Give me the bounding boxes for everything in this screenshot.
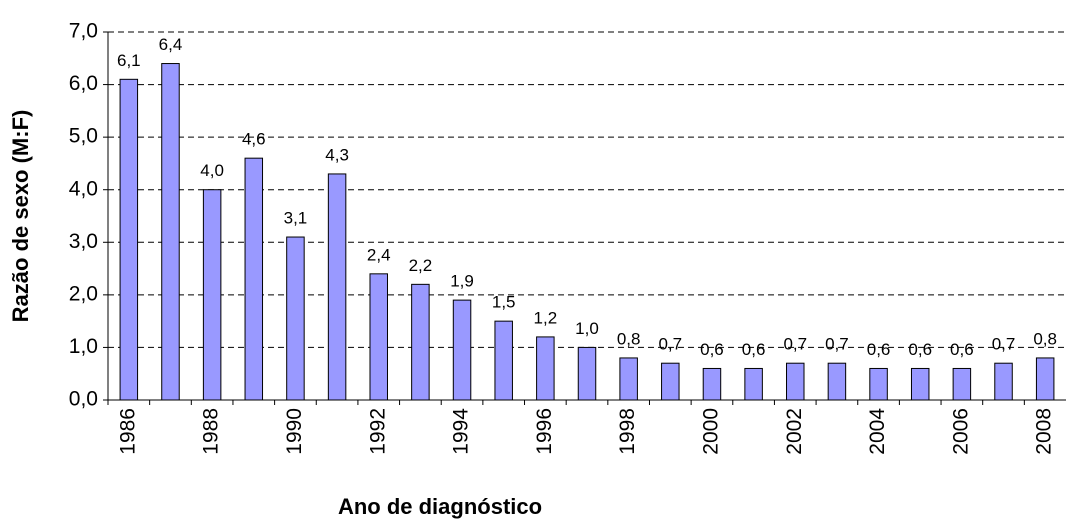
x-tick-label: 2004 bbox=[866, 408, 889, 455]
x-tick-label: 1998 bbox=[616, 408, 639, 455]
bar bbox=[661, 362, 680, 401]
value-label: 0,7 bbox=[783, 335, 807, 354]
y-tick-label: 0,0 bbox=[69, 388, 98, 411]
bar bbox=[411, 283, 430, 401]
bar bbox=[910, 367, 930, 401]
bar bbox=[1035, 357, 1055, 401]
x-tick-label: 1996 bbox=[533, 408, 556, 455]
bar bbox=[744, 367, 763, 401]
y-tick-label: 7,0 bbox=[69, 20, 98, 43]
value-label: 0,6 bbox=[908, 340, 932, 359]
value-label: 0,7 bbox=[825, 335, 849, 354]
value-label: 2,2 bbox=[409, 256, 433, 275]
value-label: 3,1 bbox=[284, 209, 308, 228]
bar bbox=[327, 173, 347, 401]
bar bbox=[619, 357, 638, 401]
bar bbox=[786, 362, 805, 401]
x-axis-title: Ano de diagnóstico bbox=[338, 494, 542, 519]
y-tick-label: 6,0 bbox=[69, 72, 98, 95]
value-label: 2,4 bbox=[367, 245, 391, 264]
value-label: 1,9 bbox=[450, 272, 474, 291]
value-label: 0,8 bbox=[617, 329, 641, 348]
x-tick-label: 1986 bbox=[116, 408, 139, 455]
bar bbox=[119, 78, 139, 401]
bar bbox=[869, 367, 888, 401]
x-tick-label: 2006 bbox=[949, 408, 972, 455]
value-label: 0,6 bbox=[950, 340, 974, 359]
value-label: 0,7 bbox=[658, 335, 682, 354]
x-tick-label: 1994 bbox=[450, 408, 473, 455]
value-label: 1,2 bbox=[534, 308, 558, 327]
x-tick-label: 2008 bbox=[1033, 408, 1056, 455]
bar bbox=[827, 362, 847, 401]
value-label: 6,4 bbox=[159, 35, 183, 54]
value-label: 1,5 bbox=[492, 293, 516, 312]
x-tick-label: 2000 bbox=[700, 408, 723, 455]
value-label: 4,0 bbox=[200, 161, 224, 180]
y-tick-label: 3,0 bbox=[69, 230, 98, 253]
value-label: 0,7 bbox=[992, 335, 1016, 354]
bar bbox=[286, 236, 305, 401]
bar bbox=[994, 362, 1013, 401]
value-label: 1,0 bbox=[575, 319, 599, 338]
bar bbox=[952, 367, 972, 401]
bar bbox=[702, 367, 722, 401]
bar bbox=[577, 346, 597, 401]
y-tick-label: 2,0 bbox=[69, 282, 98, 305]
bar bbox=[494, 320, 513, 401]
bar bbox=[536, 336, 555, 401]
x-tick-label: 1992 bbox=[366, 408, 389, 455]
value-label: 0,8 bbox=[1033, 329, 1057, 348]
value-label: 6,1 bbox=[117, 51, 141, 70]
bar bbox=[452, 299, 472, 401]
value-label: 4,6 bbox=[242, 130, 266, 149]
bar bbox=[244, 157, 264, 401]
value-label: 0,6 bbox=[742, 340, 766, 359]
bar bbox=[369, 273, 388, 401]
x-tick-label: 2002 bbox=[783, 408, 806, 455]
x-tick-label: 1990 bbox=[283, 408, 306, 455]
value-label: 0,6 bbox=[700, 340, 724, 359]
bar bbox=[202, 189, 222, 401]
y-axis-title: Razão de sexo (M:F) bbox=[8, 110, 33, 323]
x-tick-label: 1988 bbox=[200, 408, 223, 455]
y-tick-label: 4,0 bbox=[69, 177, 98, 200]
y-tick-label: 1,0 bbox=[69, 335, 98, 358]
bar bbox=[161, 63, 180, 401]
value-label: 0,6 bbox=[867, 340, 891, 359]
y-tick-label: 5,0 bbox=[69, 125, 98, 148]
value-label: 4,3 bbox=[325, 145, 349, 164]
